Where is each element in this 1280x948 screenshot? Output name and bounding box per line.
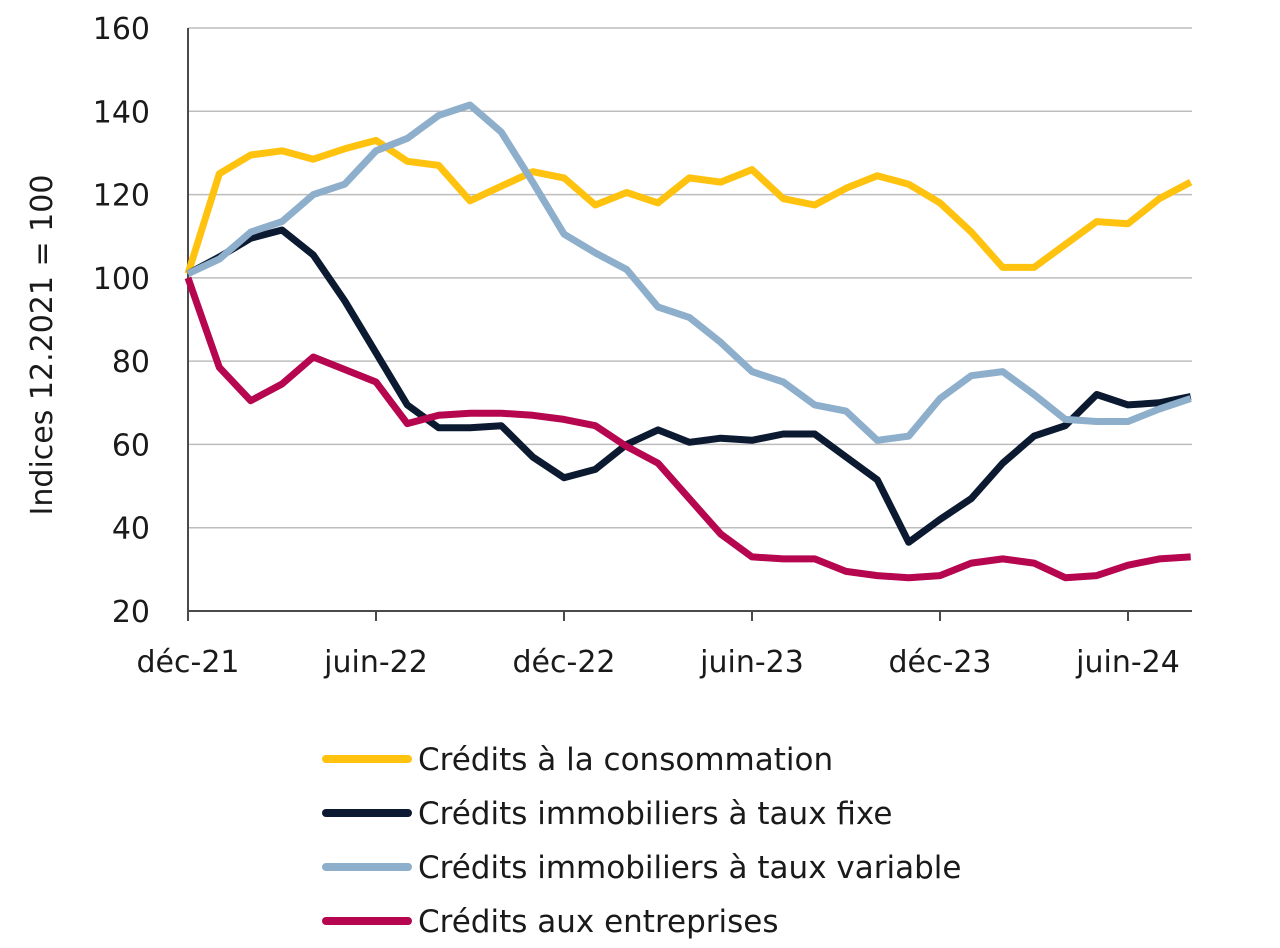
legend-item: Crédits aux entreprises — [322, 904, 779, 940]
x-tick-label: juin-24 — [1075, 645, 1180, 680]
gridlines — [188, 27, 1192, 529]
series-lines — [184, 101, 1193, 582]
y-tick-label: 60 — [112, 428, 150, 463]
x-tick-label: juin-22 — [323, 645, 428, 680]
x-tick-label: déc-23 — [889, 645, 992, 680]
series-line-4 — [184, 276, 1191, 582]
y-tick-label: 140 — [93, 95, 150, 130]
axes — [187, 28, 1192, 612]
legend: Crédits à la consommation Crédits immobil… — [322, 742, 961, 940]
y-tick-labels: 20 40 60 80 100 120 140 160 — [93, 12, 150, 630]
legend-item: Crédits immobiliers à taux fixe — [322, 796, 892, 832]
series-line-1 — [184, 136, 1193, 275]
series-line-2 — [186, 226, 1192, 546]
y-tick-label: 160 — [93, 12, 150, 47]
y-tick-label: 40 — [112, 512, 150, 547]
x-tick-label: juin-23 — [699, 645, 804, 680]
legend-label: Crédits immobiliers à taux variable — [418, 850, 961, 886]
legend-label: Crédits à la consommation — [418, 742, 833, 778]
x-tick-label: déc-21 — [137, 645, 240, 680]
legend-item: Crédits à la consommation — [322, 742, 833, 778]
legend-label: Crédits aux entreprises — [418, 904, 779, 940]
x-tick-labels: déc-21 juin-22 déc-22 juin-23 déc-23 juin-24 — [137, 611, 1180, 680]
y-tick-label: 80 — [112, 345, 150, 380]
y-tick-label: 100 — [93, 262, 150, 297]
legend-item: Crédits immobiliers à taux variable — [322, 850, 961, 886]
y-tick-label: 120 — [93, 179, 150, 214]
series-line-3 — [186, 101, 1192, 444]
legend-label: Crédits immobiliers à taux fixe — [418, 796, 892, 832]
x-tick-label: déc-22 — [513, 645, 616, 680]
y-axis-title: Indices 12.2021 = 100 — [25, 175, 60, 516]
y-tick-label: 20 — [112, 595, 150, 630]
